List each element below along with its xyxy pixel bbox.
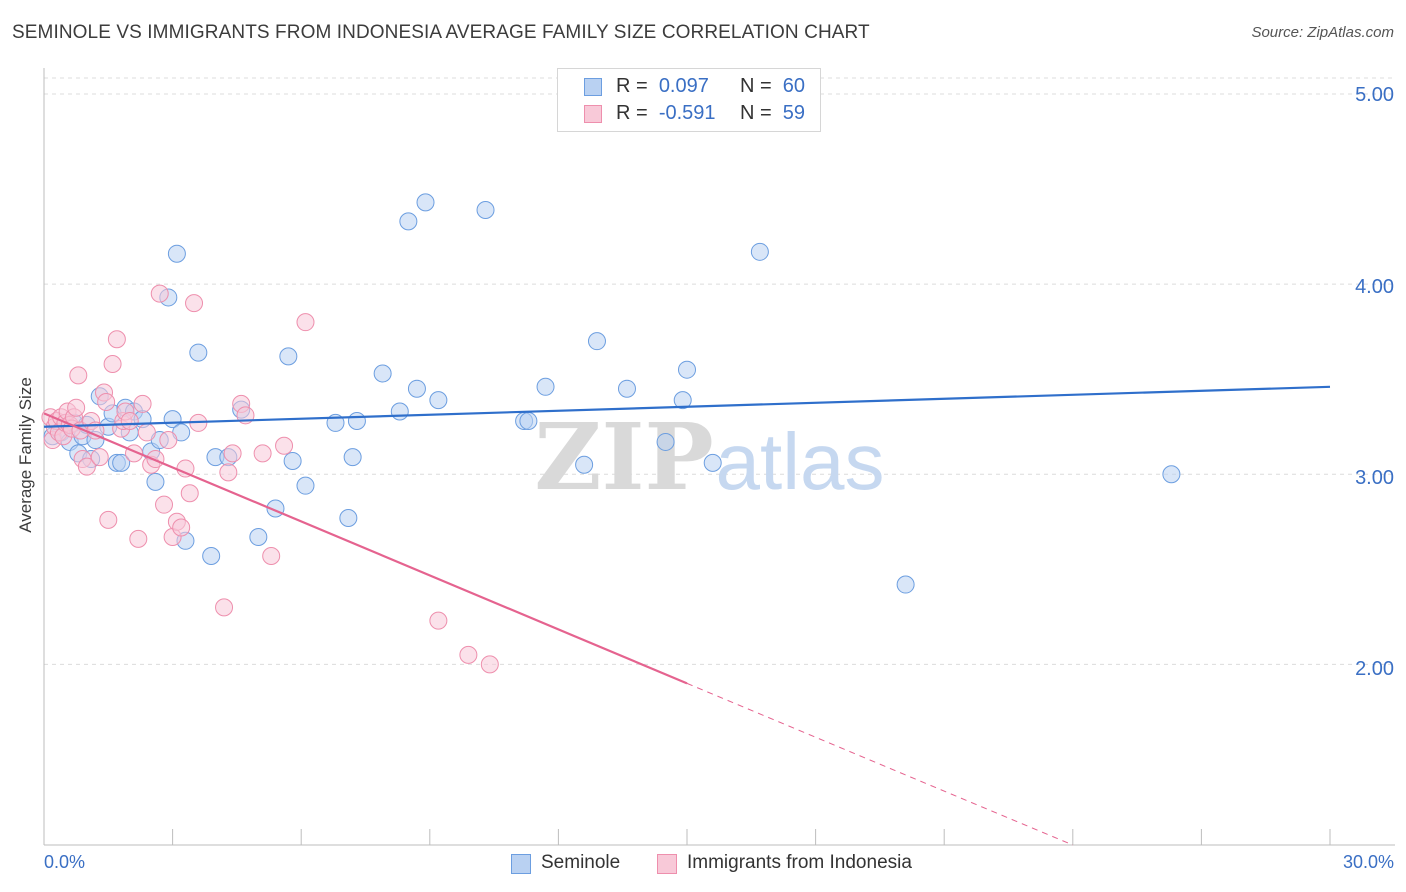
indonesia-point <box>215 598 234 617</box>
indonesia-point <box>480 655 499 674</box>
legend-label-seminole: Seminole <box>541 852 621 873</box>
y-tick-label: 2.00 <box>1355 658 1394 680</box>
indonesia-point <box>275 436 294 455</box>
indonesia-point <box>107 330 126 349</box>
indonesia-point <box>172 518 191 537</box>
indonesia-point <box>69 366 88 385</box>
indonesia-point <box>296 313 315 332</box>
x-tick-label-min: 0.0% <box>44 852 86 872</box>
seminole-trend-line <box>43 385 1331 428</box>
indonesia-point <box>129 529 148 548</box>
legend-swatch-pink <box>584 105 602 123</box>
seminole-point <box>656 432 675 451</box>
indonesia-point <box>133 394 152 413</box>
indonesia-point <box>120 412 139 431</box>
seminole-point <box>476 200 495 219</box>
seminole-point <box>249 528 268 546</box>
seminole-point <box>202 547 221 566</box>
chart-title: SEMINOLE VS IMMIGRANTS FROM INDONESIA AV… <box>12 22 870 43</box>
seminole-point <box>416 193 435 212</box>
watermark-atlas: atlas <box>716 417 885 506</box>
seminole-point <box>750 242 769 261</box>
legend-swatch-blue <box>511 854 531 874</box>
seminole-point <box>519 412 538 431</box>
seminole-point <box>587 332 606 351</box>
seminole-point <box>347 412 366 431</box>
y-tick-label: 5.00 <box>1355 84 1394 106</box>
legend-swatch-pink <box>657 854 677 874</box>
seminole-point <box>167 244 186 263</box>
indonesia-point <box>219 463 238 482</box>
seminole-point <box>189 343 208 362</box>
legend-n-label: N = <box>739 75 772 97</box>
seminole-point <box>429 391 448 410</box>
y-tick-label: 4.00 <box>1355 276 1394 298</box>
indonesia-point <box>159 431 178 450</box>
seminole-point <box>1162 465 1181 484</box>
seminole-point <box>617 379 636 398</box>
seminole-point <box>283 451 302 470</box>
indonesia-point <box>253 444 272 463</box>
x-tick-label-max: 30.0% <box>1342 852 1394 872</box>
legend-r-value: 0.097 <box>658 75 709 97</box>
legend-r-label: R = <box>616 102 648 124</box>
legend-r-label: R = <box>616 75 648 97</box>
indonesia-point <box>137 423 156 442</box>
indonesia-point <box>67 398 86 417</box>
source-label: Source: ZipAtlas.com <box>1251 24 1394 41</box>
indonesia-point <box>155 495 174 514</box>
indonesia-point <box>223 444 242 463</box>
indonesia-point <box>180 484 199 503</box>
seminole-point <box>279 347 298 366</box>
legend-r-value: -0.591 <box>658 102 716 124</box>
seminole-point <box>399 212 418 231</box>
seminole-point <box>373 364 392 383</box>
indonesia-point <box>262 547 281 566</box>
legend-n-label: N = <box>739 102 772 124</box>
seminole-point <box>896 575 915 594</box>
seminole-point <box>703 453 722 472</box>
indonesia-point <box>429 611 448 630</box>
seminole-point <box>296 476 315 495</box>
indonesia-point <box>150 284 169 303</box>
legend-label-indonesia: Immigrants from Indonesia <box>687 852 912 873</box>
indonesia-point <box>103 354 122 373</box>
seminole-point <box>673 391 692 410</box>
legend-n-value: 59 <box>782 102 805 124</box>
indonesia-trend-line <box>43 412 688 685</box>
indonesia-trend-extension <box>686 682 1073 846</box>
seminole-point <box>339 508 358 527</box>
watermark-zip: ZIP <box>534 403 713 511</box>
seminole-point <box>390 402 409 421</box>
legend-swatch-blue <box>584 78 602 96</box>
indonesia-point <box>77 457 96 476</box>
seminole-point <box>407 379 426 398</box>
seminole-point <box>536 377 555 396</box>
seminole-point <box>343 448 362 467</box>
stats-legend: R = 0.097 N = 60 R = -0.591 N = 59 <box>557 68 821 132</box>
indonesia-point <box>185 294 204 313</box>
indonesia-point <box>459 645 478 664</box>
indonesia-point <box>90 448 109 467</box>
y-tick-label: 3.00 <box>1355 467 1394 489</box>
seminole-point <box>146 472 165 491</box>
legend-n-value: 60 <box>782 75 805 97</box>
seminole-point <box>678 360 696 379</box>
indonesia-point <box>97 393 116 412</box>
seminole-point <box>112 453 131 472</box>
indonesia-point <box>99 510 118 529</box>
seminole-point <box>575 455 594 474</box>
